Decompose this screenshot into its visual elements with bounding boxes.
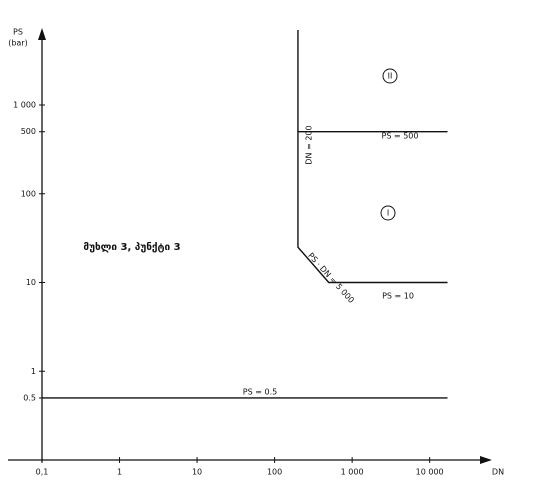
- annotation: PS = 500: [382, 132, 419, 141]
- x-tick-label: 0,1: [36, 468, 49, 477]
- region-circle: [380, 205, 396, 221]
- x-tick-label: 1 000: [341, 468, 364, 477]
- y-unit: (bar): [8, 39, 28, 48]
- x-arrow: [480, 456, 492, 464]
- annotation: I: [387, 209, 389, 218]
- x-tick-label: 1: [117, 468, 122, 477]
- y-tick-label: 0.5: [23, 393, 36, 402]
- region-circle: [382, 68, 398, 84]
- boundary-line: [297, 30, 448, 284]
- x-label: DN: [492, 468, 504, 477]
- x-tick-label: 100: [267, 468, 282, 477]
- x-tick-label: 10 000: [416, 468, 444, 477]
- y-label: PS: [13, 28, 23, 37]
- y-tick-label: 10: [26, 278, 36, 287]
- annotation: მუხლი 3, პუნქტი 3: [83, 241, 180, 253]
- annotation: DN = 200: [305, 125, 314, 164]
- y-tick-label: 1 000: [13, 101, 36, 110]
- annotation: PS · DN = 5 000: [306, 251, 356, 305]
- y-tick-label: 500: [21, 127, 36, 136]
- annotation: II: [388, 72, 393, 81]
- y-tick-label: 1: [31, 367, 36, 376]
- annotation: PS = 10: [382, 292, 414, 301]
- annotation: PS = 0.5: [243, 388, 277, 397]
- x-tick-label: 10: [192, 468, 202, 477]
- y-arrow: [38, 28, 46, 40]
- y-tick-label: 100: [21, 189, 36, 198]
